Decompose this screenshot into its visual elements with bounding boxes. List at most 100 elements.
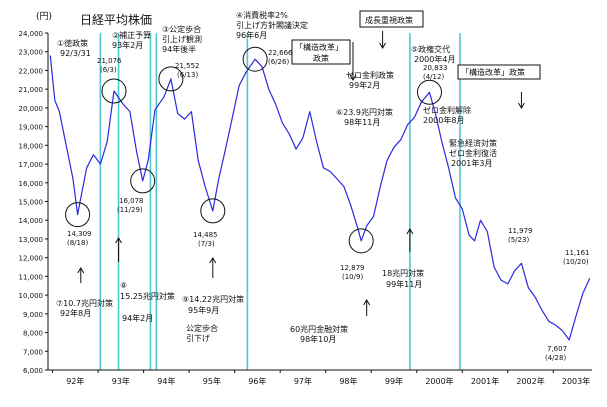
arrow-head — [379, 42, 387, 49]
annotation-sub: 引上げ観測 — [162, 34, 202, 44]
y-tick-label: 16,000 — [19, 180, 44, 188]
y-tick-label: 8,000 — [23, 330, 43, 338]
highlight-circles — [65, 46, 442, 254]
y-tick-label: 6,000 — [23, 367, 43, 375]
point-label-date: (10/9) — [342, 273, 363, 281]
x-tick-label: 94年 — [157, 376, 175, 386]
annotation: ゼロ金利政策 — [346, 70, 394, 80]
y-tick-label: 23,000 — [19, 49, 44, 57]
point-label-date: (5/23) — [508, 236, 529, 244]
x-axis: 92年 93年 94年 95年 96年 97年 98年 99年 2000年 2001年 2002年 2… — [48, 369, 592, 386]
annotation: 緊急経済対策 — [449, 138, 497, 148]
annotation-sub: 94年2月 — [122, 313, 153, 323]
arrow-head — [77, 267, 85, 274]
y-tick-label: 13,000 — [19, 236, 44, 244]
point-label-value: 20,833 — [423, 64, 448, 72]
annotation-box — [359, 10, 424, 28]
annotation-sub: 99年2月 — [349, 80, 380, 90]
event-arrows — [77, 31, 525, 316]
annotation-sub: 2001年3月 — [451, 158, 492, 168]
annotation-sub: 2000年8月 — [423, 115, 464, 125]
arrow-head — [115, 237, 122, 244]
event-lines — [99, 33, 461, 370]
annotation-box — [457, 64, 541, 80]
highlight-circle — [101, 78, 127, 104]
highlight-circle — [130, 168, 156, 194]
point-labels: 21,076 (6/3) 21,552 (6/13) 22,666 (6/26)… — [67, 49, 590, 362]
chart-title: 日経平均株価 — [80, 12, 152, 27]
annotation-sub: 引下げ — [186, 334, 210, 343]
highlight-circle — [158, 66, 184, 92]
highlight-circle — [200, 198, 226, 224]
point-label-date: (8/18) — [67, 239, 88, 247]
annotation: ④消費税率2% — [236, 10, 288, 20]
annotation: ゼロ金利解除 — [423, 105, 471, 115]
arrow-head — [518, 102, 525, 109]
annotation: 成長重視政策 — [365, 15, 413, 25]
annotation-sub: 98年10月 — [300, 334, 336, 344]
y-tick-label: 18,000 — [19, 142, 44, 150]
annotation: ⑥23.9兆円対策 — [336, 107, 393, 117]
annotation-sub: 政策 — [313, 53, 329, 63]
annotation: 「構造改革」政策 — [461, 67, 525, 77]
point-label-value: 14,485 — [193, 231, 218, 239]
annotation-sub: 94年後半 — [162, 44, 196, 54]
y-tick-label: 21,000 — [19, 86, 44, 94]
point-label-value: 16,078 — [119, 197, 144, 205]
arrow-head — [349, 74, 357, 81]
x-tick-label: 96年 — [248, 376, 266, 386]
point-label-value: 14,309 — [67, 230, 92, 238]
y-tick-label: 9,000 — [23, 311, 43, 319]
highlight-circle — [242, 46, 268, 72]
x-tick-label: 2002年 — [516, 376, 544, 386]
point-label-value: 21,552 — [175, 62, 200, 70]
point-label-value: 7,607 — [547, 345, 567, 353]
annotation-sub: 93年2月 — [112, 40, 143, 50]
series — [49, 55, 591, 341]
series-line — [49, 55, 591, 341]
annotations: ①徳政策 92/3/31 ②補正予算 93年2月 ③公定歩合 引上げ観測 94年… — [56, 10, 541, 344]
x-tick-label: 92年 — [66, 376, 84, 386]
arrow-head — [209, 257, 217, 264]
highlight-circle — [348, 228, 374, 254]
annotation: 公定歩合 — [186, 323, 218, 333]
annotation-box — [291, 39, 351, 65]
x-tick-label: 97年 — [294, 376, 312, 386]
annotation: 60兆円金融対策 — [290, 324, 348, 334]
y-tick-label: 15,000 — [19, 199, 44, 207]
x-tick-label: 99年 — [385, 376, 403, 386]
annotation: ⑦10.7兆円対策 — [56, 298, 113, 308]
y-tick-label: 14,000 — [19, 217, 44, 225]
y-tick-label: 10,000 — [19, 292, 44, 300]
point-label-value: 11,979 — [508, 227, 533, 235]
annotation: ⑨14.22兆円対策 — [182, 294, 244, 304]
annotation: ②補正予算 — [112, 30, 151, 40]
x-tick-label: 95年 — [203, 376, 221, 386]
point-label-value: 12,879 — [340, 264, 365, 272]
arrow-head — [363, 299, 371, 306]
annotation-sub: 95年9月 — [188, 305, 219, 315]
annotation-sub: ゼロ金利復活 — [449, 148, 497, 158]
point-label-value: 21,076 — [97, 57, 122, 65]
point-label-date: (6/3) — [100, 66, 117, 74]
annotation-sub: 2000年4月 — [414, 54, 455, 64]
y-tick-label: 12,000 — [19, 255, 44, 263]
annotation: ⑤政権交代 — [411, 44, 450, 54]
point-label-date: (6/26) — [268, 58, 289, 66]
y-tick-label: 22,000 — [19, 67, 44, 75]
annotation-sub: 96年6月 — [236, 30, 267, 40]
point-label-date: (4/28) — [545, 354, 566, 362]
annotation-sub: 98年11月 — [344, 117, 380, 127]
x-tick-label: 2003年 — [562, 376, 590, 386]
y-tick-label: 24,000 — [19, 30, 44, 38]
annotation-sub: 99年11月 — [386, 279, 422, 289]
x-tick-label: 2000年 — [425, 376, 453, 386]
highlight-circle — [416, 79, 442, 105]
point-label-date: (4/12) — [423, 73, 444, 81]
annotation-sub: 92年8月 — [60, 308, 91, 318]
annotation: ⑧ — [120, 281, 127, 290]
point-label-date: (11/29) — [117, 206, 143, 214]
point-label-value: 22,666 — [268, 49, 293, 57]
highlight-circle — [65, 202, 91, 228]
